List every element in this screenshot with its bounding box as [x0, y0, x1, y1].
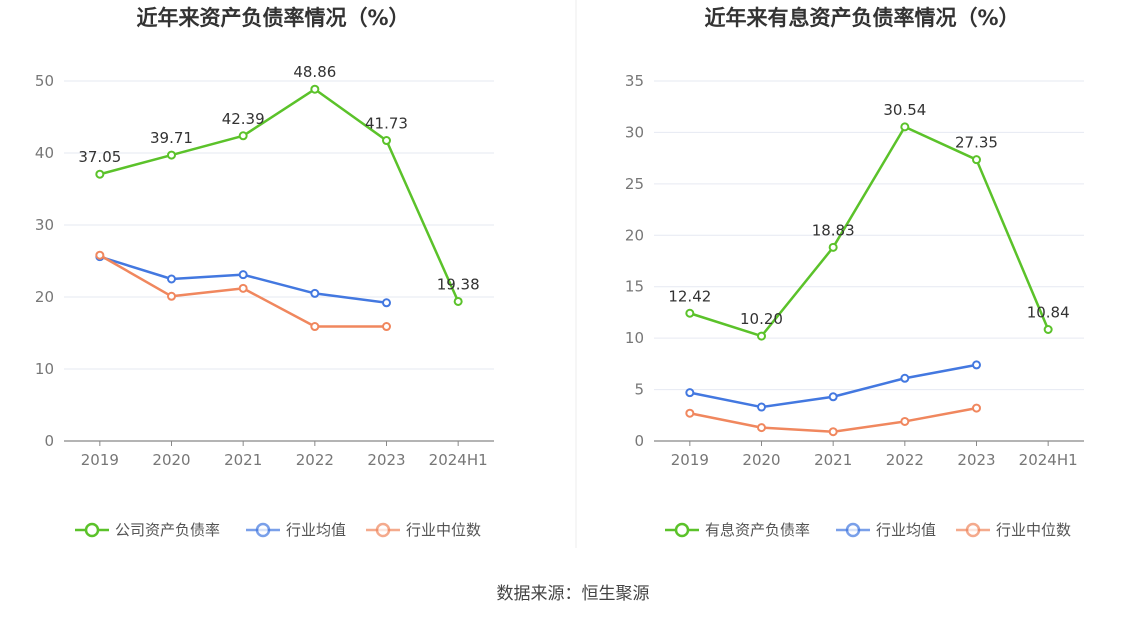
data-label: 27.35 [955, 134, 998, 152]
data-point [167, 150, 176, 160]
y-tick-label: 25 [625, 175, 644, 193]
legend-label: 行业中位数 [996, 521, 1071, 539]
y-tick-label: 35 [625, 72, 644, 90]
y-tick-label: 30 [35, 216, 54, 234]
data-point [900, 122, 910, 132]
data-label: 30.54 [883, 101, 926, 119]
data-point [167, 291, 176, 301]
legend-marker-icon [674, 522, 690, 538]
data-point [828, 242, 838, 252]
data-point [95, 250, 105, 260]
x-tick-label: 2023 [367, 451, 405, 469]
data-point [167, 274, 176, 284]
data-label: 39.71 [150, 129, 193, 147]
data-point [382, 298, 391, 308]
y-tick-label: 10 [35, 360, 54, 378]
data-point [382, 136, 391, 146]
data-point [453, 296, 463, 306]
legend-item[interactable]: 行业均值 [246, 521, 346, 539]
data-label: 10.20 [740, 310, 783, 328]
legend-marker-icon [965, 522, 981, 538]
legend-marker-icon [84, 522, 100, 538]
data-label: 37.05 [78, 148, 121, 166]
data-point [310, 84, 320, 94]
data-point [685, 408, 695, 418]
debt-ratio-chart: 近年来资产负债率情况（%） 0 10 20 30 40 50 2019 2020 2021 2022… [35, 6, 494, 539]
legend-item[interactable]: 行业均值 [836, 521, 936, 539]
data-label: 42.39 [222, 110, 265, 128]
y-tick-label: 50 [35, 72, 54, 90]
data-label: 48.86 [293, 63, 336, 81]
x-tick-label: 2022 [296, 451, 334, 469]
data-point [757, 331, 766, 341]
legend-marker-icon [375, 522, 391, 538]
data-point [900, 416, 910, 426]
data-point [95, 169, 105, 179]
chart-title: 近年来资产负债率情况（%） [136, 6, 409, 30]
y-tick-label: 30 [625, 123, 644, 141]
data-point [757, 423, 766, 433]
interest-debt-ratio-chart: 近年来有息资产负债率情况（%） 0 5 10 15 20 25 30 35 2019 2020 202… [625, 6, 1084, 539]
data-point [972, 403, 981, 413]
y-tick-label: 0 [634, 432, 644, 450]
data-label: 41.73 [365, 115, 408, 133]
data-point [972, 155, 981, 165]
series-line [689, 125, 1050, 338]
x-tick-label: 2021 [224, 451, 262, 469]
data-point [685, 388, 695, 398]
x-tick-label: 2019 [81, 451, 119, 469]
legend-label: 有息资产负债率 [705, 521, 810, 539]
y-tick-label: 20 [625, 226, 644, 244]
data-point [972, 360, 981, 370]
y-tick-label: 10 [625, 329, 644, 347]
y-tick-label: 15 [625, 278, 644, 296]
series-line [99, 87, 460, 302]
legend-item[interactable]: 有息资产负债率 [665, 521, 810, 539]
x-tick-label: 2020 [742, 451, 780, 469]
x-tick-label: 2023 [957, 451, 995, 469]
legend-item[interactable]: 行业中位数 [956, 521, 1071, 539]
data-point [310, 288, 320, 298]
x-tick-label: 2021 [814, 451, 852, 469]
legend-label: 行业中位数 [406, 521, 481, 539]
x-tick-label: 2019 [671, 451, 709, 469]
y-tick-label: 5 [634, 381, 644, 399]
legend-label: 公司资产负债率 [115, 521, 220, 539]
legend-item[interactable]: 公司资产负债率 [75, 521, 220, 539]
legend-item[interactable]: 行业中位数 [366, 521, 481, 539]
x-tick-label: 2024H1 [1019, 451, 1078, 469]
source-note: 数据来源：恒生聚源 [497, 584, 650, 604]
x-tick-label: 2024H1 [429, 451, 488, 469]
data-point [685, 308, 695, 318]
data-point [757, 402, 766, 412]
legend-label: 行业均值 [876, 521, 936, 539]
data-point [238, 283, 248, 293]
legend-marker-icon [255, 522, 271, 538]
data-point [828, 427, 838, 437]
x-tick-label: 2022 [886, 451, 924, 469]
data-point [238, 131, 248, 141]
data-label: 18.83 [812, 221, 855, 239]
data-label: 19.38 [437, 275, 480, 293]
legend-marker-icon [845, 522, 861, 538]
data-point [1043, 325, 1053, 335]
x-tick-label: 2020 [152, 451, 190, 469]
data-label: 10.84 [1027, 304, 1070, 322]
legend-label: 行业均值 [286, 521, 346, 539]
y-tick-label: 0 [44, 432, 54, 450]
data-point [382, 322, 391, 332]
y-tick-label: 40 [35, 144, 54, 162]
data-point [900, 373, 910, 383]
data-label: 12.42 [668, 287, 711, 305]
data-point [828, 392, 838, 402]
y-tick-label: 20 [35, 288, 54, 306]
data-point [310, 322, 320, 332]
chart-title: 近年来有息资产负债率情况（%） [704, 6, 1019, 30]
data-point [238, 270, 248, 280]
